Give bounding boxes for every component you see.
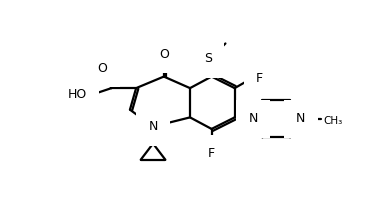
Text: F: F [208, 147, 215, 160]
Text: N: N [248, 112, 258, 126]
Text: HO: HO [68, 88, 87, 101]
Text: O: O [159, 48, 169, 61]
Text: N: N [296, 112, 306, 126]
Text: S: S [204, 52, 212, 65]
Text: N: N [148, 120, 158, 133]
Text: F: F [256, 72, 264, 85]
Text: O: O [97, 62, 107, 75]
Text: CH₃: CH₃ [323, 116, 342, 126]
